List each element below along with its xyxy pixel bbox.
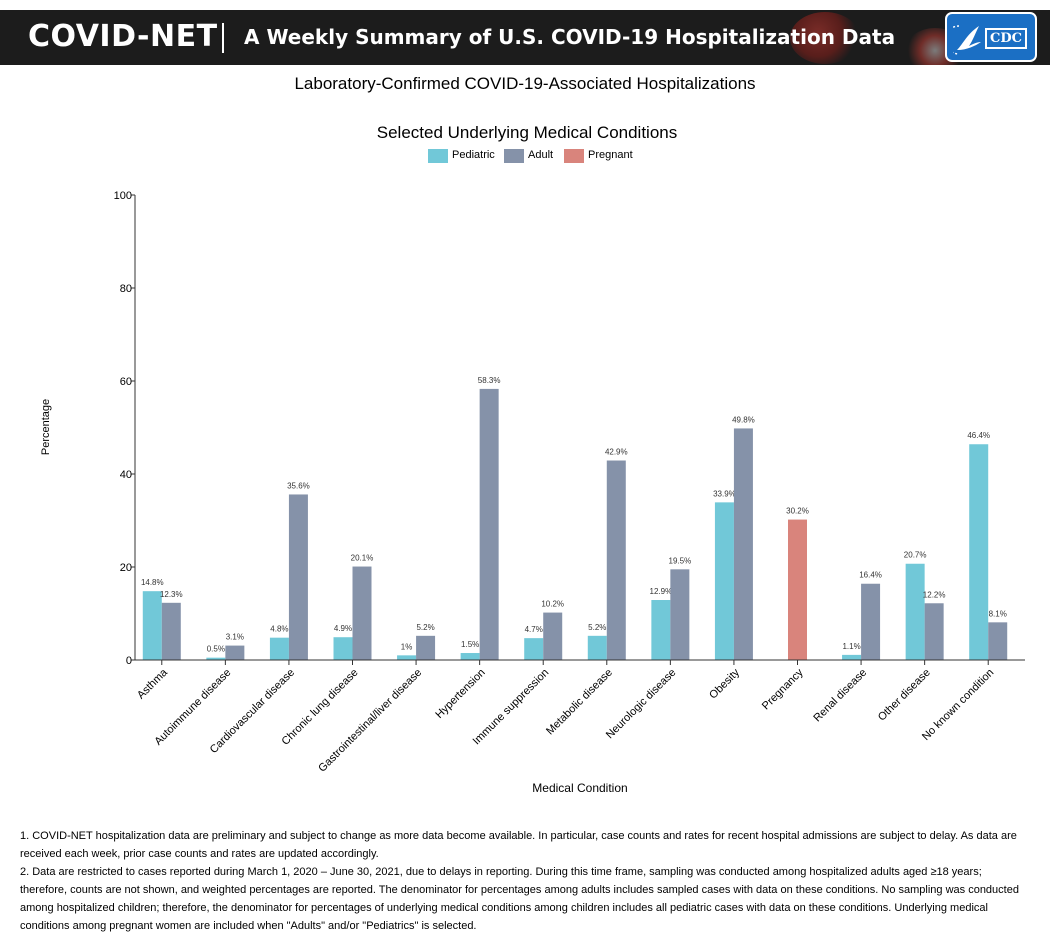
x-tick-label: Obesity [707,666,742,701]
bar-neurologic-disease-adult [670,569,690,660]
bar-immune-suppression-pediatric [524,638,544,660]
x-axis-label: Medical Condition [532,781,628,795]
data-label-asthma-pediatric: 14.8% [141,578,164,587]
data-label-immune-suppression-adult: 10.2% [541,600,564,609]
chart-title: Selected Underlying Medical Conditions [376,123,678,142]
data-label-chronic-lung-disease-pediatric: 4.9% [334,624,352,633]
banner-divider [222,23,224,53]
bar-hypertension-pediatric [460,653,480,660]
data-label-gastrointestinal-liver-disease-adult: 5.2% [416,623,434,632]
bar-gastrointestinal-liver-disease-pediatric [397,655,417,660]
y-tick-label: 80 [120,283,132,295]
y-tick-label: 20 [120,562,132,574]
brand-title: COVID-NET [28,19,218,54]
data-label-other-disease-adult: 12.2% [923,590,946,599]
bar-gastrointestinal-liver-disease-adult [416,635,436,660]
data-label-neurologic-disease-adult: 19.5% [669,556,692,565]
x-tick-label: No known condition [920,667,996,743]
bar-metabolic-disease-adult [606,460,626,660]
y-axis-label: Percentage [40,398,52,456]
data-label-asthma-adult: 12.3% [160,590,183,599]
bar-no-known-condition-pediatric [969,444,989,660]
legend-swatch-adult [504,149,524,163]
y-tick-label: 0 [126,655,132,667]
virus-illustration [790,12,860,64]
bar-chart: 0 20 40 60 80 100 14.8% 12.3% 0.5%3.1% 4.8% 35.6%… [114,190,1025,775]
x-tick-label: Renal disease [811,667,869,725]
x-tick-label: Metabolic disease [544,667,615,738]
y-tick-label: 40 [120,469,132,481]
data-label-cardiovascular-disease-pediatric: 4.8% [270,625,288,634]
footnote: 2. Data are restricted to cases reported… [20,866,1019,932]
bar-hypertension-adult [479,388,499,660]
data-label-no-known-condition-adult: 8.1% [989,609,1007,618]
data-label-hypertension-adult: 58.3% [478,376,501,385]
data-label-renal-disease-adult: 16.4% [859,571,882,580]
footnotes: 1. COVID-NET hospitalization data are pr… [20,827,1030,935]
bar-other-disease-adult [924,603,944,660]
data-label-neurologic-disease-pediatric: 12.9% [650,587,673,596]
data-label-hypertension-pediatric: 1.5% [461,640,479,649]
cdc-logo[interactable]: CDC [945,12,1037,62]
header-banner: COVID-NET A Weekly Summary of U.S. COVID… [0,10,1050,65]
bar-other-disease-pediatric [905,563,925,660]
page-title: Laboratory-Confirmed COVID-19-Associated… [294,74,756,93]
hhs-eagle-icon [953,25,981,55]
bar-no-known-condition-adult [988,622,1008,660]
bar-autoimmune-disease-pediatric [206,657,226,660]
cdc-wordmark: CDC [985,28,1027,49]
x-tick-label: Other disease [876,667,933,724]
x-tick-label: Asthma [135,666,170,701]
x-tick-label: Pregnancy [760,666,806,712]
data-label-metabolic-disease-pediatric: 5.2% [588,623,606,632]
x-tick-label: Neurologic disease [604,667,679,742]
bar-cardiovascular-disease-pediatric [269,637,289,660]
bar-renal-disease-adult [861,583,881,660]
bar-obesity-pediatric [714,502,734,660]
legend-swatch-pregnant [564,149,584,163]
legend-label-pediatric: Pediatric [452,149,495,161]
data-label-immune-suppression-pediatric: 4.7% [525,625,543,634]
bar-autoimmune-disease-adult [225,645,245,660]
bar-obesity-adult [733,428,753,660]
data-label-pregnancy-pregnant: 30.2% [786,507,809,516]
x-tick-label: Hypertension [433,667,487,721]
data-label-other-disease-pediatric: 20.7% [904,551,927,560]
bar-cardiovascular-disease-adult [288,494,308,660]
data-label-autoimmune-disease-adult: 3.1% [226,633,244,642]
data-label-chronic-lung-disease-adult: 20.1% [351,554,374,563]
legend-swatch-pediatric [428,149,448,163]
data-label-gastrointestinal-liver-disease-pediatric: 1% [401,642,413,651]
data-label-obesity-adult: 49.8% [732,415,755,424]
data-label-autoimmune-disease-pediatric: 0.5% [207,645,225,654]
data-label-no-known-condition-pediatric: 46.4% [967,431,990,440]
bar-asthma-adult [161,602,181,660]
legend-label-pregnant: Pregnant [588,149,633,161]
footnote: 1. COVID-NET hospitalization data are pr… [20,830,1017,860]
bar-immune-suppression-adult [543,612,563,660]
bar-asthma-pediatric [142,591,162,660]
y-tick-label: 100 [114,190,132,202]
bar-renal-disease-pediatric [842,654,862,660]
bar-neurologic-disease-pediatric [651,600,671,660]
data-label-metabolic-disease-adult: 42.9% [605,448,628,457]
bar-metabolic-disease-pediatric [587,635,607,660]
data-label-cardiovascular-disease-adult: 35.6% [287,481,310,490]
legend-label-adult: Adult [528,149,554,161]
y-tick-label: 60 [120,376,132,388]
x-tick-label: Gastrointestinal/liver disease [316,667,424,775]
data-label-renal-disease-pediatric: 1.1% [842,642,860,651]
data-label-obesity-pediatric: 33.9% [713,489,736,498]
banner-subtitle: A Weekly Summary of U.S. COVID-19 Hospit… [244,25,896,49]
bar-chronic-lung-disease-pediatric [333,637,353,660]
bar-pregnancy-pregnant [788,519,807,660]
bar-chronic-lung-disease-adult [352,566,372,660]
